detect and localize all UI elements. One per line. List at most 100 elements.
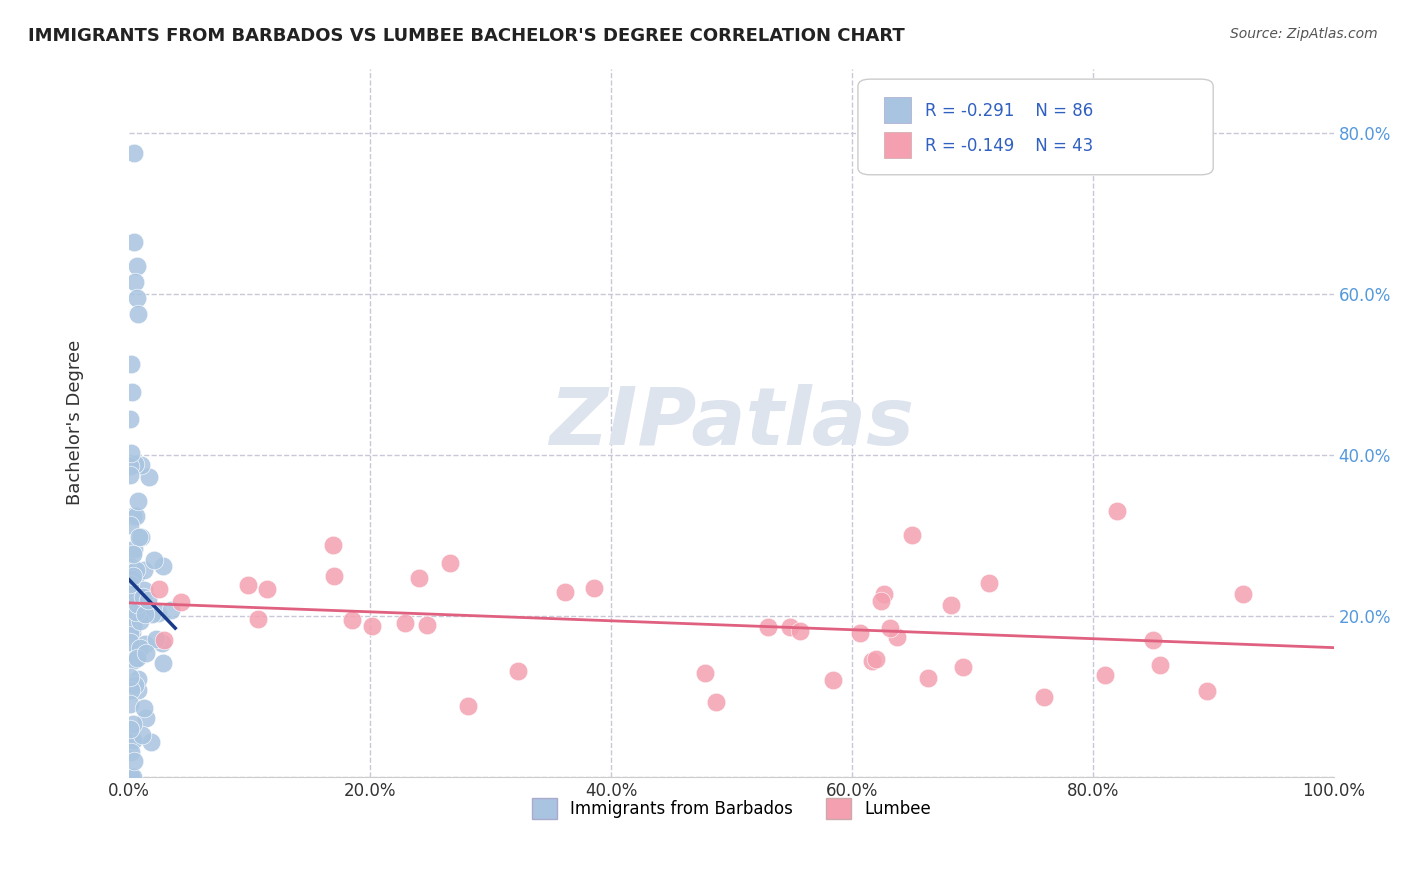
Point — [408, 571, 430, 585]
Point — [132, 563, 155, 577]
Point — [120, 576, 142, 591]
Point — [1232, 587, 1254, 601]
Point — [120, 586, 142, 600]
Point — [122, 542, 145, 557]
Point — [120, 697, 142, 711]
Point — [415, 618, 437, 632]
Point — [132, 700, 155, 714]
Point — [849, 625, 872, 640]
Point — [120, 446, 142, 460]
Point — [236, 578, 259, 592]
Point — [152, 558, 174, 573]
Point — [135, 607, 157, 622]
Point — [142, 553, 165, 567]
Point — [122, 770, 145, 784]
Point — [127, 494, 149, 508]
Point — [361, 619, 384, 633]
Point — [125, 651, 148, 665]
Point — [122, 653, 145, 667]
Point — [120, 458, 142, 473]
Point — [120, 518, 142, 533]
Point — [127, 608, 149, 623]
Point — [121, 385, 143, 400]
Text: R = -0.291    N = 86: R = -0.291 N = 86 — [925, 102, 1094, 120]
Point — [901, 528, 924, 542]
Point — [821, 673, 844, 688]
Point — [134, 637, 156, 651]
Point — [1032, 690, 1054, 705]
Point — [979, 576, 1001, 591]
Point — [121, 734, 143, 748]
Point — [704, 695, 727, 709]
Point — [121, 508, 143, 523]
Point — [127, 672, 149, 686]
Point — [756, 620, 779, 634]
Point — [146, 606, 169, 620]
Point — [125, 567, 148, 582]
Point — [121, 647, 143, 661]
Point — [340, 613, 363, 627]
Point — [862, 654, 884, 668]
Point — [122, 733, 145, 747]
Point — [135, 646, 157, 660]
Point — [145, 632, 167, 647]
Text: Source: ZipAtlas.com: Source: ZipAtlas.com — [1230, 27, 1378, 41]
Point — [125, 291, 148, 305]
Bar — [884, 97, 911, 123]
Point — [120, 737, 142, 751]
Text: ZIPatlas: ZIPatlas — [548, 384, 914, 462]
Point — [1105, 504, 1128, 518]
Point — [582, 581, 605, 595]
Point — [120, 586, 142, 600]
Point — [886, 631, 908, 645]
Point — [129, 640, 152, 655]
Point — [121, 547, 143, 561]
Point — [1195, 684, 1218, 698]
Point — [554, 585, 576, 599]
Point — [872, 587, 894, 601]
Point — [122, 235, 145, 249]
Point — [122, 146, 145, 161]
Point — [125, 508, 148, 523]
Point — [150, 636, 173, 650]
Point — [125, 605, 148, 619]
Point — [865, 652, 887, 666]
Point — [120, 745, 142, 759]
Point — [152, 632, 174, 647]
Point — [1142, 632, 1164, 647]
Point — [120, 626, 142, 640]
Point — [141, 607, 163, 621]
Point — [121, 587, 143, 601]
Point — [152, 657, 174, 671]
Point — [138, 470, 160, 484]
Point — [870, 594, 893, 608]
Point — [132, 582, 155, 597]
Point — [322, 538, 344, 552]
Point — [124, 275, 146, 289]
Point — [134, 607, 156, 621]
Point — [139, 734, 162, 748]
Point — [122, 566, 145, 581]
Point — [779, 619, 801, 633]
Point — [127, 642, 149, 657]
Point — [122, 717, 145, 731]
Point — [789, 624, 811, 638]
Point — [122, 754, 145, 768]
Point — [1094, 668, 1116, 682]
Point — [121, 618, 143, 632]
Point — [120, 610, 142, 624]
Point — [125, 563, 148, 577]
Point — [120, 358, 142, 372]
Point — [128, 614, 150, 628]
Point — [125, 597, 148, 611]
Point — [129, 458, 152, 472]
Point — [122, 569, 145, 583]
Point — [120, 566, 142, 580]
Point — [247, 612, 270, 626]
Point — [917, 672, 939, 686]
Text: R = -0.149    N = 43: R = -0.149 N = 43 — [925, 136, 1094, 154]
Legend: Immigrants from Barbados, Lumbee: Immigrants from Barbados, Lumbee — [524, 791, 938, 825]
Point — [124, 458, 146, 472]
Point — [120, 559, 142, 574]
Point — [169, 595, 191, 609]
